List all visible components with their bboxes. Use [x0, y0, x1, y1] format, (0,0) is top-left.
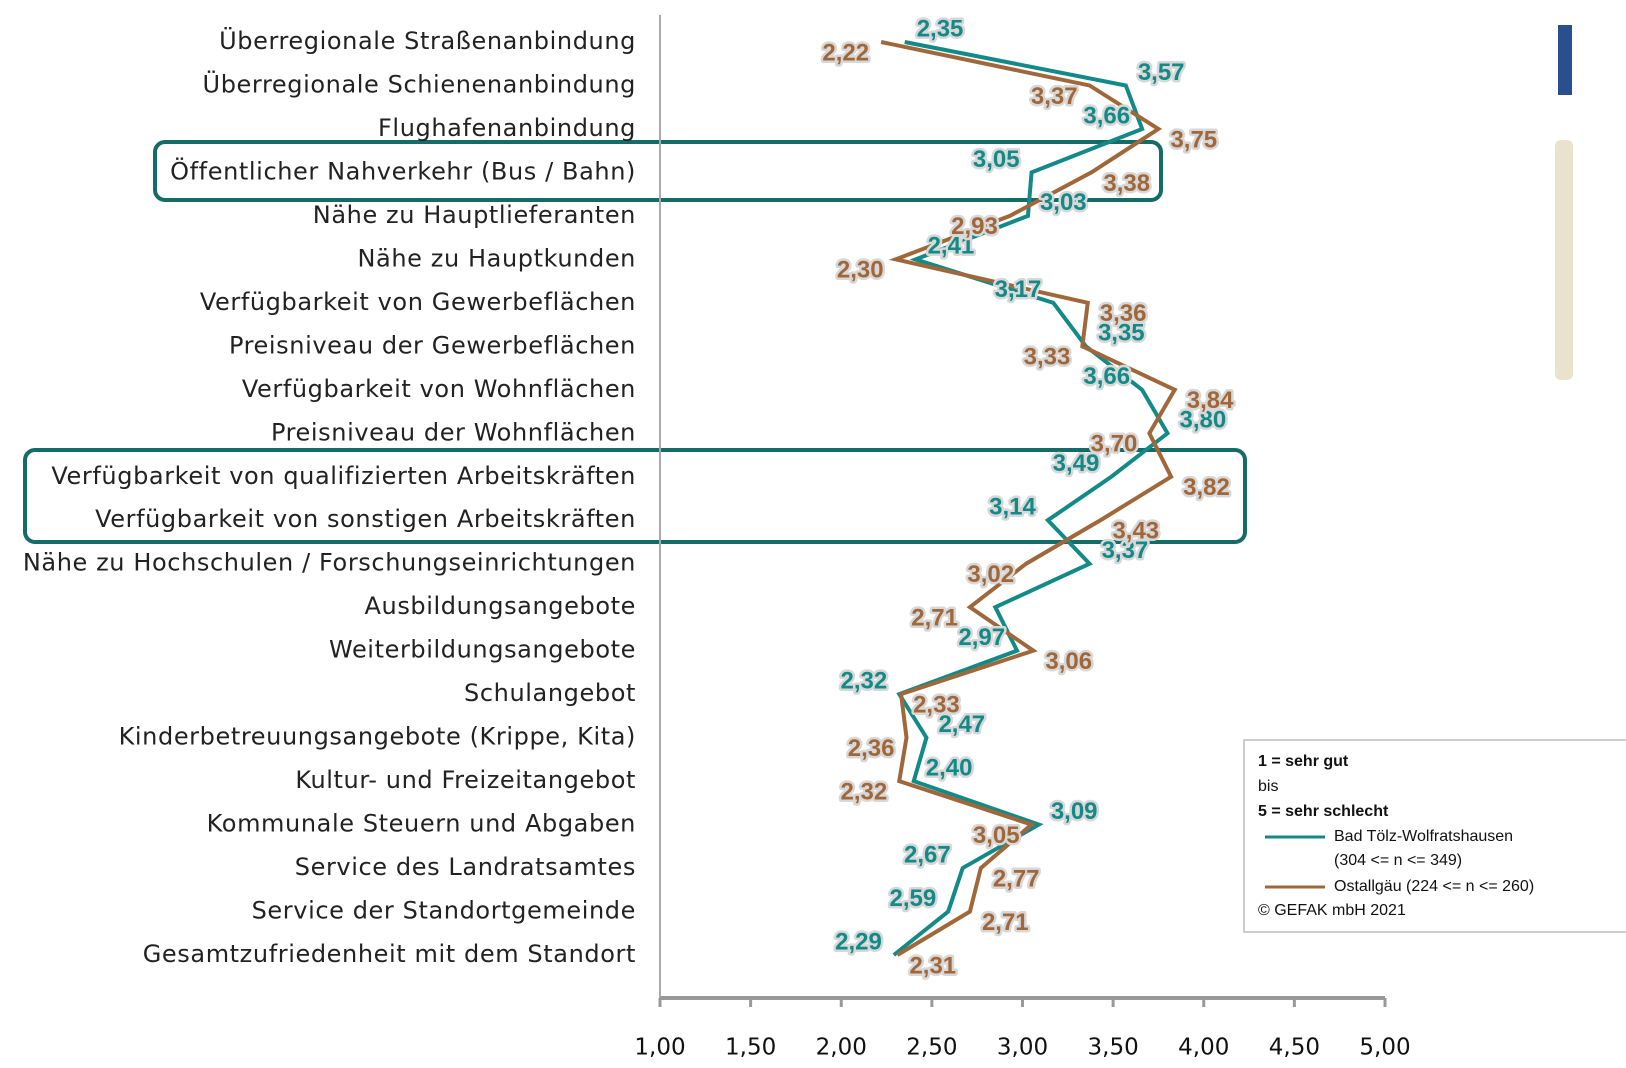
legend-note: (304 <= n <= 349) — [1334, 852, 1462, 869]
data-label: 2,77 — [993, 865, 1040, 892]
x-tick-label: 5,00 — [1359, 1035, 1410, 1061]
data-label: 2,97 — [958, 624, 1005, 651]
data-label: 2,30 — [837, 257, 884, 284]
x-tick-label: 2,00 — [816, 1035, 867, 1061]
category-label: Service des Landratsamtes — [295, 853, 636, 881]
category-label: Verfügbarkeit von qualifizierten Arbeits… — [51, 462, 636, 490]
category-label: Verfügbarkeit von Gewerbeflächen — [200, 288, 636, 316]
logo-fragment — [1555, 25, 1573, 380]
data-label: 3,33 — [1024, 344, 1071, 371]
data-label: 3,35 — [1098, 320, 1145, 347]
data-label: 2,59 — [889, 885, 936, 912]
data-label: 2,71 — [911, 605, 958, 632]
data-label: 3,06 — [1045, 648, 1092, 675]
category-label: Kommunale Steuern und Abgaben — [207, 810, 636, 838]
data-label: 2,35 — [917, 15, 964, 42]
data-label: 3,49 — [1053, 450, 1100, 477]
data-label: 3,70 — [1091, 431, 1138, 458]
category-label: Ausbildungsangebote — [364, 592, 636, 620]
data-label: 3,84 — [1187, 387, 1234, 414]
x-tick-label: 1,00 — [634, 1035, 685, 1061]
category-label: Nähe zu Hauptlieferanten — [313, 201, 636, 229]
data-label: 3,80 — [1180, 407, 1227, 434]
data-label: 2,36 — [848, 735, 895, 762]
data-label: 3,09 — [1051, 798, 1098, 825]
data-label: 3,57 — [1138, 59, 1185, 86]
category-label: Weiterbildungsangebote — [329, 636, 636, 664]
data-label: 3,03 — [1040, 189, 1087, 216]
data-label: 3,37 — [1102, 537, 1149, 564]
x-tick-label: 4,00 — [1178, 1035, 1229, 1061]
category-label: Öffentlicher Nahverkehr (Bus / Bahn) — [170, 156, 636, 185]
data-label: 2,31 — [909, 952, 956, 979]
legend-text: 1 = sehr gut — [1258, 753, 1349, 770]
data-label: 2,67 — [904, 841, 951, 868]
legend-label: Bad Tölz-Wolfratshausen — [1334, 828, 1513, 845]
data-label: 3,37 — [1031, 83, 1078, 110]
data-label: 3,05 — [973, 822, 1020, 849]
data-label: 2,41 — [928, 233, 975, 260]
data-label: 3,36 — [1100, 300, 1147, 327]
category-label: Nähe zu Hauptkunden — [357, 244, 636, 272]
category-label: Schulangebot — [464, 679, 636, 707]
data-label: 2,93 — [951, 213, 998, 240]
data-label: 3,05 — [973, 146, 1020, 173]
category-label: Überregionale Straßenanbindung — [219, 26, 636, 55]
data-label: 2,33 — [913, 691, 960, 718]
data-label: 3,75 — [1170, 126, 1217, 153]
data-label: 3,82 — [1183, 474, 1230, 501]
data-label: 3,14 — [989, 494, 1036, 521]
x-tick-label: 2,50 — [906, 1035, 957, 1061]
series-line — [892, 40, 1171, 957]
category-label: Nähe zu Hochschulen / Forschungseinricht… — [23, 549, 636, 577]
data-label: 3,38 — [1103, 170, 1150, 197]
category-label: Überregionale Schienenanbindung — [203, 69, 636, 98]
category-label: Service der Standortgemeinde — [252, 897, 636, 925]
data-label: 3,43 — [1112, 518, 1159, 545]
data-label: 2,40 — [926, 754, 973, 781]
data-label: 3,66 — [1083, 102, 1130, 129]
x-tick-label: 1,50 — [725, 1035, 776, 1061]
highlight-box — [153, 140, 1163, 202]
legend-label: Ostallgäu (224 <= n <= 260) — [1334, 878, 1534, 895]
data-label: 2,71 — [982, 909, 1029, 936]
data-label: 2,29 — [835, 928, 882, 955]
data-label: 3,02 — [967, 561, 1014, 588]
category-label: Preisniveau der Wohnflächen — [271, 418, 636, 446]
data-label: 2,32 — [841, 778, 888, 805]
x-tick-label: 4,50 — [1269, 1035, 1320, 1061]
x-tick-label: 3,50 — [1088, 1035, 1139, 1061]
category-label: Gesamtzufriedenheit mit dem Standort — [143, 940, 636, 968]
legend-text: 5 = sehr schlecht — [1258, 803, 1389, 820]
copyright: © GEFAK mbH 2021 — [1258, 902, 1406, 919]
category-label: Verfügbarkeit von sonstigen Arbeitskräft… — [95, 505, 636, 533]
data-label: 2,47 — [938, 711, 985, 738]
category-label: Kultur- und Freizeitangebot — [295, 766, 636, 794]
category-label: Preisniveau der Gewerbeflächen — [229, 331, 636, 359]
data-label: 3,66 — [1083, 363, 1130, 390]
highlight-box — [23, 448, 1247, 544]
series-line — [880, 40, 1178, 957]
x-tick-label: 3,00 — [997, 1035, 1048, 1061]
data-label: 2,32 — [841, 667, 888, 694]
category-label: Flughafenanbindung — [378, 114, 636, 142]
data-label: 3,17 — [995, 276, 1042, 303]
category-label: Verfügbarkeit von Wohnflächen — [242, 375, 636, 403]
category-label: Kinderbetreuungsangebote (Krippe, Kita) — [119, 723, 636, 751]
data-label: 2,22 — [822, 39, 869, 66]
legend-text: bis — [1258, 778, 1278, 795]
